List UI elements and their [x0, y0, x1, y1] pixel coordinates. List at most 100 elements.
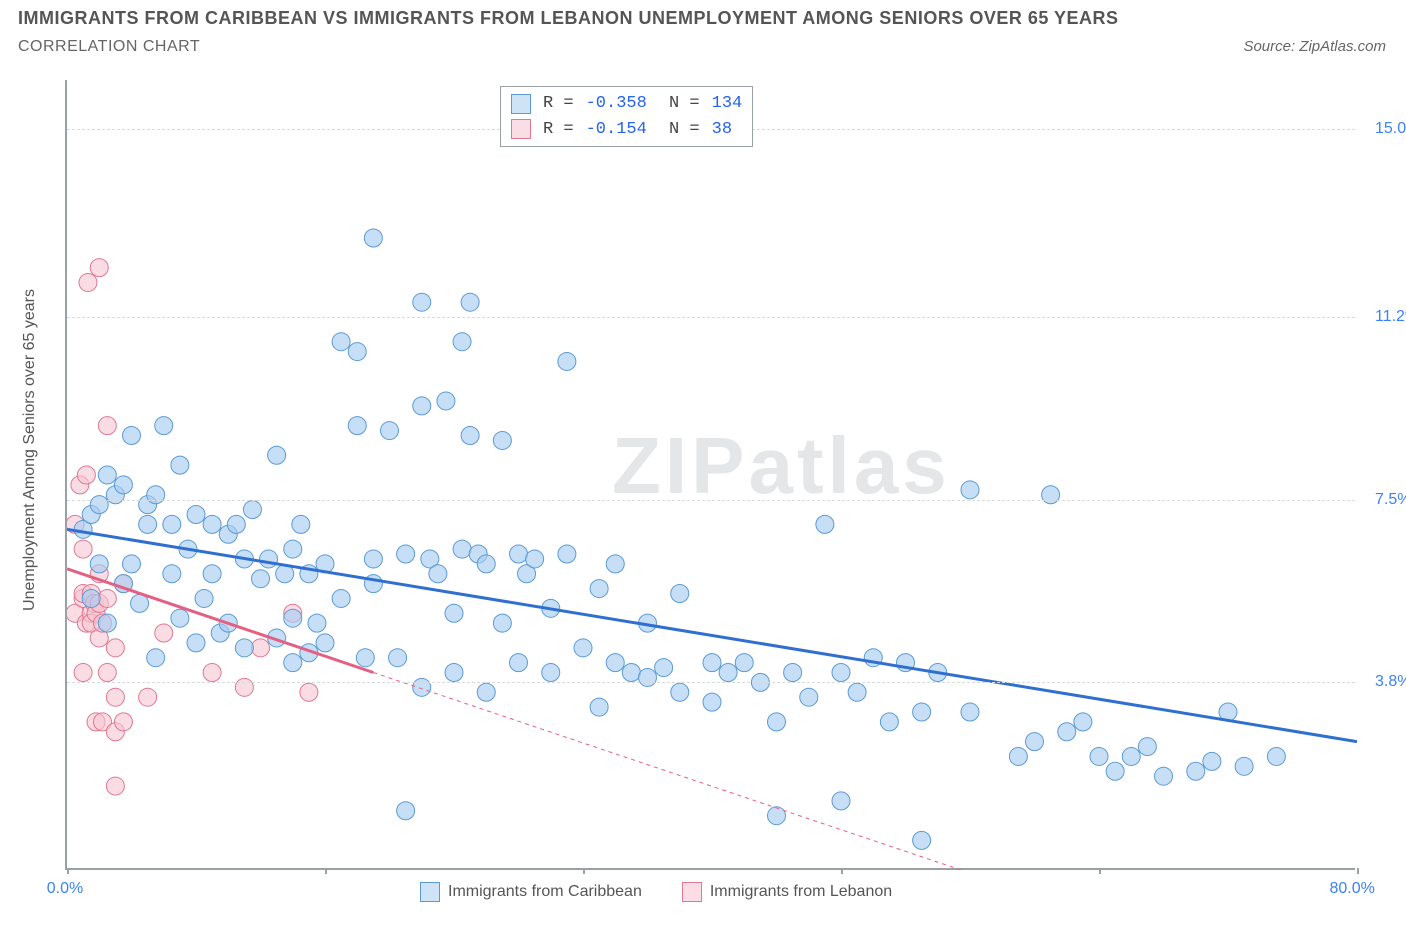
data-point — [477, 683, 495, 701]
data-point — [74, 520, 92, 538]
data-point — [203, 664, 221, 682]
data-point — [655, 659, 673, 677]
data-point — [85, 594, 103, 612]
y-tick-label: 11.2% — [1375, 308, 1406, 326]
data-point — [622, 664, 640, 682]
data-point — [364, 575, 382, 593]
data-point — [106, 777, 124, 795]
data-point — [1026, 733, 1044, 751]
data-point — [123, 555, 141, 573]
swatch-lebanon — [682, 882, 702, 902]
data-point — [139, 515, 157, 533]
data-point — [114, 713, 132, 731]
data-point — [1090, 747, 1108, 765]
data-point — [203, 515, 221, 533]
data-point — [106, 639, 124, 657]
chart-svg — [67, 80, 1357, 870]
data-point — [453, 540, 471, 558]
data-point — [227, 515, 245, 533]
data-point — [147, 649, 165, 667]
data-point — [356, 649, 374, 667]
trend-line — [67, 529, 1357, 741]
data-point — [1138, 738, 1156, 756]
data-point — [526, 550, 544, 568]
data-point — [445, 664, 463, 682]
data-point — [453, 333, 471, 351]
stat-n-label: N = — [659, 117, 700, 143]
x-tick-mark — [67, 868, 69, 874]
data-point — [90, 496, 108, 514]
stat-n-label: N = — [659, 91, 700, 117]
data-point — [235, 550, 253, 568]
data-point — [429, 565, 447, 583]
trend-line-extension — [373, 673, 1034, 871]
data-point — [284, 604, 302, 622]
data-point — [1058, 723, 1076, 741]
swatch-caribbean — [420, 882, 440, 902]
x-axis-min-label: 0.0% — [47, 880, 83, 898]
data-point — [880, 713, 898, 731]
y-axis-label: Unemployment Among Seniors over 65 years — [21, 289, 39, 611]
data-point — [300, 644, 318, 662]
data-point — [703, 693, 721, 711]
data-point — [155, 417, 173, 435]
data-point — [77, 466, 95, 484]
data-point — [639, 614, 657, 632]
stats-row-lebanon: R = -0.154 N = 38 — [511, 117, 742, 143]
data-point — [461, 293, 479, 311]
data-point — [574, 639, 592, 657]
data-point — [90, 555, 108, 573]
data-point — [268, 629, 286, 647]
data-point — [114, 575, 132, 593]
data-point — [106, 723, 124, 741]
source-label: Source: ZipAtlas.com — [1243, 38, 1386, 55]
data-point — [268, 446, 286, 464]
data-point — [179, 540, 197, 558]
data-point — [316, 555, 334, 573]
stat-r-label: R = — [543, 117, 574, 143]
data-point — [131, 594, 149, 612]
data-point — [82, 506, 100, 524]
data-point — [510, 545, 528, 563]
data-point — [106, 688, 124, 706]
data-point — [389, 649, 407, 667]
data-point — [284, 540, 302, 558]
data-point — [413, 293, 431, 311]
x-tick-mark — [325, 868, 327, 874]
x-tick-mark — [583, 868, 585, 874]
data-point — [90, 594, 108, 612]
data-point — [421, 550, 439, 568]
swatch-caribbean — [511, 94, 531, 114]
data-point — [929, 664, 947, 682]
y-tick-label: 3.8% — [1375, 673, 1406, 691]
stats-legend-box: R = -0.358 N = 134 R = -0.154 N = 38 — [500, 86, 753, 147]
data-point — [93, 713, 111, 731]
data-point — [219, 614, 237, 632]
data-point — [477, 555, 495, 573]
swatch-lebanon — [511, 119, 531, 139]
data-point — [74, 664, 92, 682]
data-point — [203, 565, 221, 583]
watermark: ZIPatlas — [612, 420, 951, 512]
data-point — [735, 654, 753, 672]
data-point — [114, 575, 132, 593]
data-point — [913, 831, 931, 849]
data-point — [639, 668, 657, 686]
data-point — [74, 585, 92, 603]
y-tick-label: 7.5% — [1375, 491, 1406, 509]
data-point — [558, 352, 576, 370]
watermark-rest: atlas — [748, 421, 950, 510]
data-point — [79, 273, 97, 291]
data-point — [1042, 486, 1060, 504]
data-point — [252, 639, 270, 657]
data-point — [87, 713, 105, 731]
data-point — [276, 565, 294, 583]
data-point — [332, 333, 350, 351]
data-point — [211, 624, 229, 642]
data-point — [493, 431, 511, 449]
data-point — [1219, 703, 1237, 721]
data-point — [98, 589, 116, 607]
data-point — [163, 565, 181, 583]
stat-n-value-caribbean: 134 — [712, 91, 743, 117]
data-point — [90, 629, 108, 647]
